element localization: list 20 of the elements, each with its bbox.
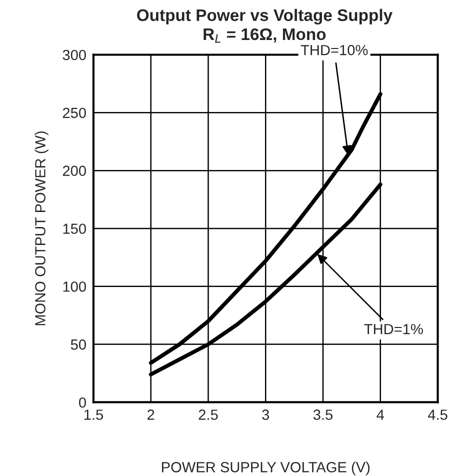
x-tick-label: 2 (148, 410, 154, 420)
chart-title: Output Power vs Voltage Supply (137, 8, 393, 24)
y-tick-label: 150 (63, 224, 86, 234)
x-tick-label: 2.5 (198, 410, 218, 420)
y-axis-title: MONO OUTPUT POWER (W) (34, 131, 48, 326)
chart-subtitle: R$_{L}$ = 16Ω, Mono (204, 28, 326, 43)
y-tick-label: 300 (62, 50, 86, 60)
x-tick-label: 1.5 (84, 410, 104, 420)
x-tick-label: 4 (376, 410, 384, 420)
y-tick-label: 250 (62, 108, 86, 118)
x-axis-title: POWER SUPPLY VOLTAGE (V) (162, 462, 370, 476)
y-tick-label: 100 (63, 281, 86, 292)
annotation: THD=10% (300, 44, 368, 56)
annotation: THD=1% (364, 324, 423, 334)
y-tick-label: 50 (70, 339, 86, 350)
x-tick-label: 4.5 (428, 410, 448, 420)
y-tick-label: 0 (78, 397, 86, 408)
x-tick-label: 3 (262, 410, 270, 420)
x-tick-label: 3.5 (313, 410, 333, 420)
y-tick-label: 200 (62, 166, 86, 176)
